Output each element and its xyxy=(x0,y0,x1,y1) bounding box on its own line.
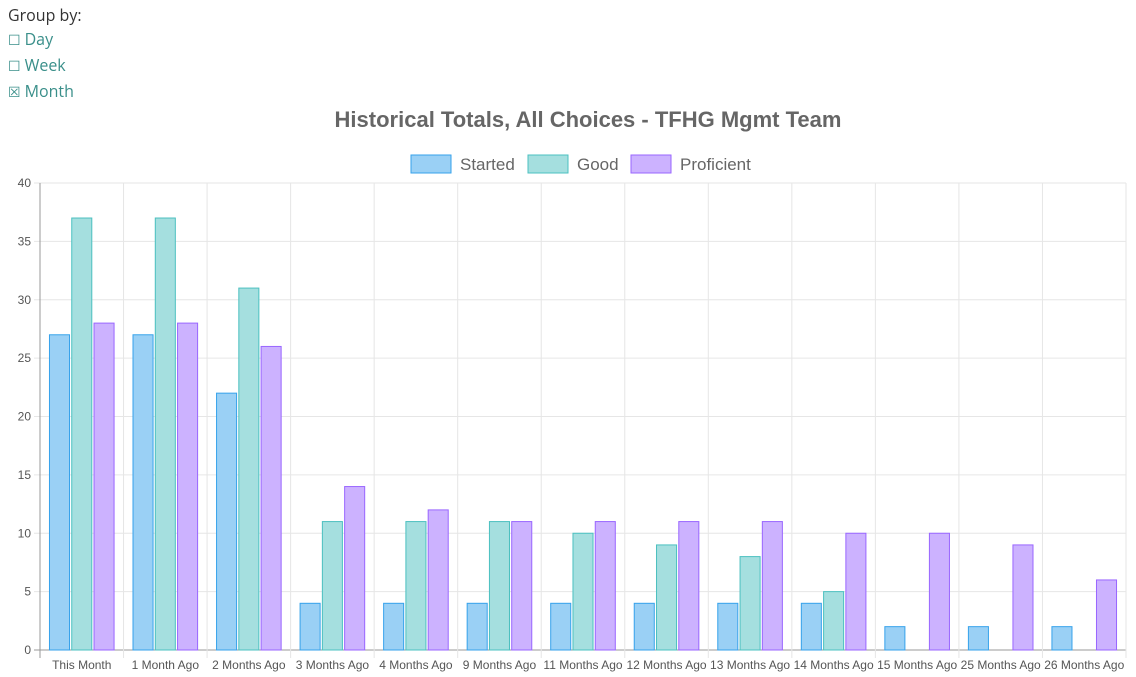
legend-label: Started xyxy=(460,155,515,174)
y-tick-label: 40 xyxy=(18,176,32,190)
y-tick-label: 10 xyxy=(18,526,32,540)
bar-started xyxy=(1051,626,1073,651)
group-by-week-label: Week xyxy=(24,54,66,76)
bar-started xyxy=(132,334,154,651)
group-by-week-option[interactable]: ☐ Week xyxy=(8,53,82,79)
bar-started xyxy=(383,602,405,651)
bar-good xyxy=(656,544,678,651)
bar-proficient xyxy=(260,345,282,651)
bar-proficient xyxy=(1012,544,1034,651)
bar-good xyxy=(823,591,845,651)
group-by-label: Group by: xyxy=(8,4,82,26)
legend-swatch xyxy=(410,154,452,174)
bar-started xyxy=(48,334,71,651)
bar-proficient xyxy=(344,486,366,651)
bar-good xyxy=(321,521,343,651)
bar-good xyxy=(154,217,176,651)
group-by-month-label: Month xyxy=(24,80,74,102)
bar-good xyxy=(739,556,761,651)
chart-bars xyxy=(48,217,1118,651)
y-tick-label: 0 xyxy=(24,643,31,657)
bar-proficient xyxy=(511,521,533,651)
legend-item-good[interactable]: Good xyxy=(527,154,619,174)
x-tick-label: 4 Months Ago xyxy=(379,658,453,672)
x-tick-label: 12 Months Ago xyxy=(627,658,707,672)
y-tick-label: 35 xyxy=(18,234,32,248)
group-by-day-label: Day xyxy=(24,28,54,50)
x-tick-label: 26 Months Ago xyxy=(1044,658,1124,672)
bar-good xyxy=(71,217,93,651)
legend-item-started[interactable]: Started xyxy=(410,154,515,174)
x-tick-label: 14 Months Ago xyxy=(794,658,874,672)
x-tick-label: 11 Months Ago xyxy=(543,658,622,672)
y-tick-label: 30 xyxy=(18,293,32,307)
bar-started xyxy=(800,602,822,651)
checked-checkbox-icon[interactable]: ☒ xyxy=(8,85,21,101)
bar-started xyxy=(633,602,655,651)
bar-good xyxy=(488,521,510,651)
bar-started xyxy=(967,626,989,651)
y-tick-label: 20 xyxy=(18,410,32,424)
bar-started xyxy=(550,602,572,651)
x-tick-label: 1 Month Ago xyxy=(132,658,200,672)
bar-proficient xyxy=(427,509,449,651)
chart-title: Historical Totals, All Choices - TFHG Mg… xyxy=(335,107,842,132)
bar-proficient xyxy=(594,521,616,651)
legend-label: Proficient xyxy=(680,155,751,174)
x-tick-label: 3 Months Ago xyxy=(296,658,370,672)
bar-started xyxy=(299,602,321,651)
bar-good xyxy=(405,521,427,651)
x-tick-label: 2 Months Ago xyxy=(212,658,286,672)
bar-good xyxy=(572,532,594,651)
bar-started xyxy=(466,602,488,651)
y-axis-ticks: 0 5 10 15 20 25 30 35 40 xyxy=(18,176,32,657)
y-tick-label: 15 xyxy=(18,468,32,482)
legend-swatch xyxy=(527,154,569,174)
bar-proficient xyxy=(761,521,783,651)
bar-proficient xyxy=(93,322,115,651)
bar-started xyxy=(884,626,906,651)
bar-started xyxy=(717,602,739,651)
y-tick-label: 25 xyxy=(18,351,32,365)
x-tick-label: 25 Months Ago xyxy=(961,658,1041,672)
bar-proficient xyxy=(678,521,700,651)
bar-good xyxy=(238,287,260,651)
chart-legend: Started Good Proficient xyxy=(410,154,751,174)
bar-proficient xyxy=(177,322,199,651)
bar-proficient xyxy=(1095,579,1118,651)
x-tick-label: 9 Months Ago xyxy=(463,658,537,672)
bar-proficient xyxy=(928,532,950,651)
x-tick-label: This Month xyxy=(52,658,111,672)
bar-proficient xyxy=(845,532,867,651)
x-tick-label: 13 Months Ago xyxy=(710,658,790,672)
checkbox-icon[interactable]: ☐ xyxy=(8,59,21,75)
x-axis-ticks: This Month 1 Month Ago 2 Months Ago 3 Month… xyxy=(52,658,1124,672)
checkbox-icon[interactable]: ☐ xyxy=(8,33,21,49)
legend-label: Good xyxy=(577,155,619,174)
group-by-month-option[interactable]: ☒ Month xyxy=(8,79,82,105)
y-tick-label: 5 xyxy=(24,585,31,599)
group-by-day-option[interactable]: ☐ Day xyxy=(8,27,82,53)
x-tick-label: 15 Months Ago xyxy=(877,658,957,672)
legend-item-proficient[interactable]: Proficient xyxy=(630,154,751,174)
legend-swatch xyxy=(630,154,672,174)
group-by-panel: Group by: ☐ Day ☐ Week ☒ Month xyxy=(8,3,82,105)
bar-started xyxy=(216,392,238,651)
